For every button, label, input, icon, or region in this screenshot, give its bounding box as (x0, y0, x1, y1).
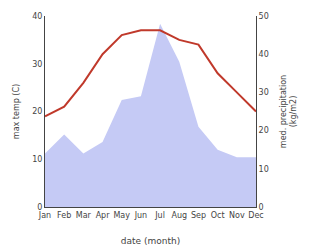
svg-text:30: 30 (259, 88, 269, 97)
svg-text:date (month): date (month) (121, 236, 180, 246)
svg-text:Jun: Jun (134, 211, 148, 220)
svg-text:med. precipitation(kg/m2): med. precipitation(kg/m2) (279, 75, 298, 148)
svg-text:Apr: Apr (96, 211, 111, 220)
svg-text:May: May (113, 211, 130, 220)
svg-text:50: 50 (259, 12, 269, 21)
svg-text:Mar: Mar (76, 211, 92, 220)
svg-text:Feb: Feb (57, 211, 71, 220)
svg-text:0: 0 (259, 203, 264, 212)
svg-text:Jan: Jan (38, 211, 51, 220)
svg-text:40: 40 (259, 50, 269, 59)
svg-text:Dec: Dec (248, 211, 263, 220)
svg-text:Aug: Aug (171, 211, 187, 220)
svg-text:10: 10 (32, 155, 42, 164)
svg-text:Oct: Oct (211, 211, 225, 220)
svg-text:Jul: Jul (154, 211, 165, 220)
svg-text:40: 40 (32, 12, 42, 21)
svg-text:20: 20 (259, 126, 269, 135)
svg-text:Nov: Nov (229, 211, 245, 220)
svg-text:0: 0 (37, 203, 42, 212)
svg-text:30: 30 (32, 60, 42, 69)
svg-text:max temp (C): max temp (C) (12, 84, 21, 139)
svg-text:10: 10 (259, 165, 269, 174)
svg-text:20: 20 (32, 107, 42, 116)
svg-text:Sep: Sep (191, 211, 206, 220)
